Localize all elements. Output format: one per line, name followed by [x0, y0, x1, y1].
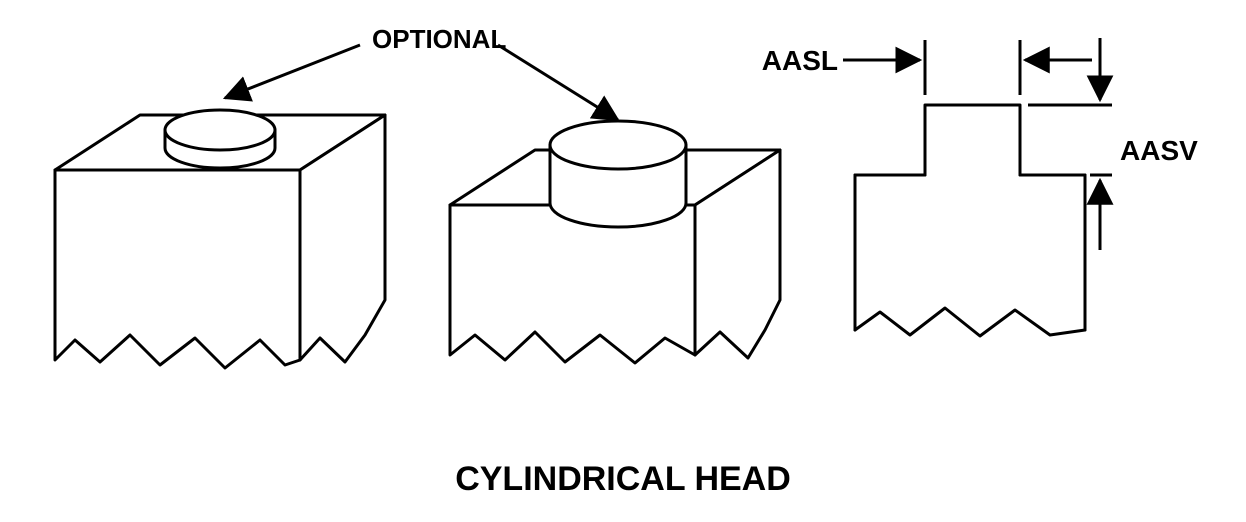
middle-isometric-figure	[450, 121, 780, 363]
diagram-canvas: OPTIONAL AASL AASV CYLINDRICAL HEAD	[0, 0, 1246, 522]
aasl-dimension	[843, 40, 1092, 95]
figure-title: CYLINDRICAL HEAD	[455, 460, 791, 498]
right-schematic-figure	[855, 105, 1085, 336]
aasv-label: AASV	[1120, 135, 1198, 166]
optional-label: OPTIONAL	[372, 24, 506, 54]
optional-arrow-right	[498, 45, 618, 120]
middle-cylinder-head	[550, 121, 686, 227]
left-cylinder-head	[165, 110, 275, 168]
optional-arrow-left	[225, 45, 360, 98]
aasl-label: AASL	[762, 45, 838, 76]
left-isometric-figure	[55, 110, 385, 368]
aasv-dimension	[1028, 38, 1112, 250]
